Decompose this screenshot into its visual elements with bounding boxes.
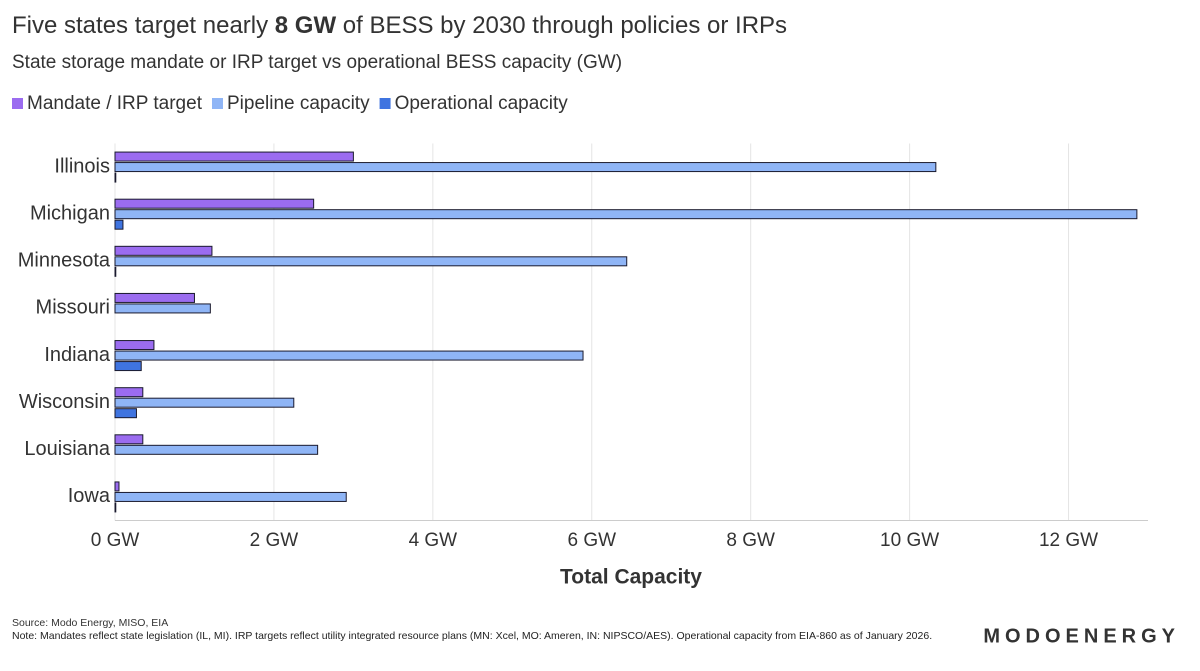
bar bbox=[114, 198, 315, 209]
bar bbox=[114, 303, 211, 314]
bar bbox=[114, 397, 295, 408]
chart-title: Five states target nearly 8 GW of BESS b… bbox=[12, 12, 787, 39]
bar bbox=[114, 481, 120, 492]
bar bbox=[114, 162, 937, 173]
legend-label: Operational capacity bbox=[395, 93, 569, 114]
x-tick-label: 12 GW bbox=[1039, 530, 1098, 551]
title-part: 8 GW bbox=[275, 12, 337, 39]
bar bbox=[114, 292, 195, 303]
y-tick-label: Minnesota bbox=[18, 250, 111, 272]
bar bbox=[114, 151, 354, 162]
note: Note: Mandates reflect state legislation… bbox=[12, 630, 933, 642]
x-tick-label: 10 GW bbox=[880, 530, 939, 551]
title-part: of BESS by 2030 through policies or IRPs bbox=[336, 12, 787, 39]
y-tick-label: Michigan bbox=[30, 202, 110, 224]
bar bbox=[114, 491, 347, 502]
bar bbox=[114, 256, 628, 267]
legend-label: Mandate / IRP target bbox=[27, 93, 203, 114]
legend-swatch bbox=[12, 98, 23, 109]
x-tick-label: 6 GW bbox=[567, 530, 616, 551]
bar bbox=[114, 266, 117, 277]
bar bbox=[114, 444, 319, 455]
y-tick-label: Illinois bbox=[54, 155, 110, 177]
y-tick-label: Missouri bbox=[36, 297, 110, 319]
bar bbox=[114, 219, 124, 230]
y-tick-label: Wisconsin bbox=[19, 391, 110, 413]
x-tick-label: 2 GW bbox=[250, 530, 299, 551]
logo: MODOENERGY bbox=[983, 625, 1180, 647]
bar bbox=[114, 172, 117, 183]
legend-swatch bbox=[211, 98, 223, 109]
bar bbox=[114, 340, 155, 351]
legend-label: Pipeline capacity bbox=[227, 93, 370, 114]
source: Source: Modo Energy, MISO, EIA bbox=[12, 617, 168, 629]
bar bbox=[114, 245, 213, 256]
x-tick-label: 0 GW bbox=[91, 530, 140, 551]
bar bbox=[114, 350, 584, 361]
chart-subtitle: State storage mandate or IRP target vs o… bbox=[12, 52, 622, 73]
bar bbox=[114, 502, 117, 513]
x-tick-label: 4 GW bbox=[409, 530, 458, 551]
bar bbox=[114, 387, 144, 398]
x-axis-label: Total Capacity bbox=[560, 566, 702, 589]
x-tick-label: 8 GW bbox=[726, 530, 775, 551]
y-tick-label: Iowa bbox=[68, 485, 111, 507]
y-tick-label: Indiana bbox=[44, 344, 110, 366]
legend-swatch bbox=[379, 98, 391, 109]
bar bbox=[114, 209, 1138, 220]
bar bbox=[114, 434, 144, 445]
bar bbox=[114, 408, 137, 419]
bar bbox=[114, 361, 142, 372]
title-part: Five states target nearly bbox=[12, 12, 275, 39]
y-tick-label: Louisiana bbox=[24, 438, 111, 460]
